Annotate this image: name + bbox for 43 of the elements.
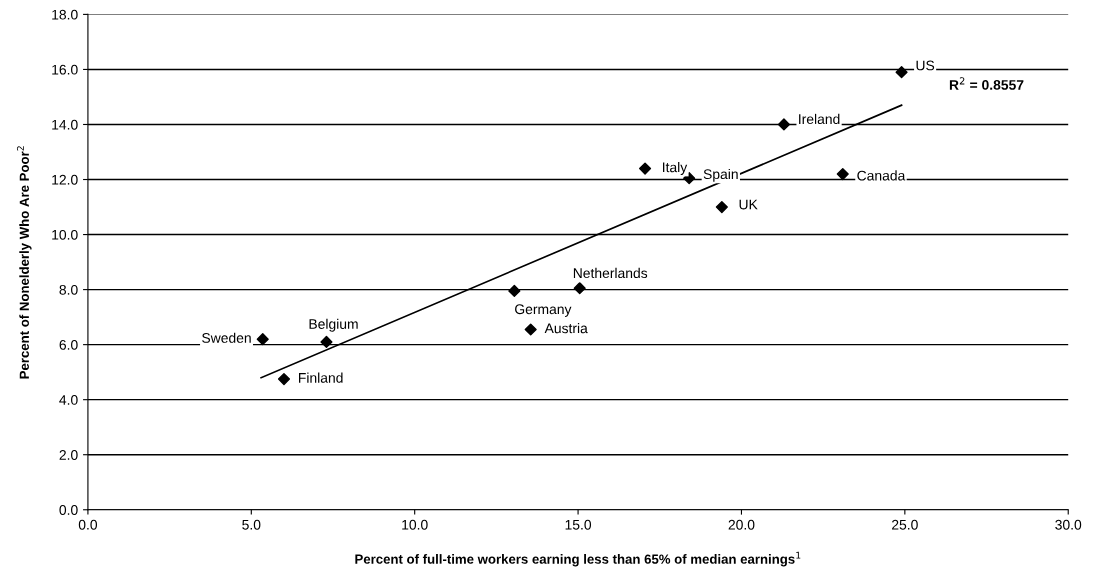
x-tick-label: 0.0: [78, 519, 98, 530]
annotation: Germany: [515, 304, 572, 317]
point: [573, 282, 586, 295]
y-tick-label: 0.0: [59, 505, 78, 515]
annotation: Netherlands: [573, 267, 648, 279]
annotation: Finland: [299, 372, 343, 383]
annotation: Canada: [857, 170, 906, 181]
y-tick-label: 8.0: [59, 284, 78, 295]
annotation: Belgium: [309, 318, 358, 332]
x-tick-label: 10.0: [402, 519, 428, 530]
point: [277, 372, 291, 386]
annotation: US: [916, 60, 935, 71]
y-tick-label: 12.0: [52, 174, 78, 185]
y-tick-label: 10.0: [52, 229, 78, 240]
annotation: R$^{2}$ = 0.8557: [949, 77, 1024, 90]
x-axis-title: Percent of full-time workers earning less than 65% of median earnings$^{1}$: [355, 551, 801, 567]
y-tick-label: 4.0: [59, 395, 78, 405]
point: [508, 284, 521, 298]
annotation: UK: [739, 199, 758, 210]
point: [836, 167, 849, 181]
y-tick-label: 6.0: [59, 339, 78, 350]
x-tick-label: 30.0: [1055, 519, 1082, 530]
x-tick-label: 15.0: [565, 519, 592, 530]
y-axis-title: Percent of Nonelderly Who Are Poor$^{2}$: [16, 146, 32, 379]
annotation: Italy: [663, 162, 688, 175]
y-tick-label: 18.0: [52, 9, 78, 20]
point: [638, 162, 652, 175]
annotation: Spain: [703, 168, 738, 182]
annotation: Sweden: [202, 332, 251, 343]
point: [256, 333, 269, 346]
x-tick-label: 25.0: [892, 519, 918, 530]
annotation: Ireland: [799, 113, 840, 125]
y-tick-label: 2.0: [59, 450, 78, 460]
point: [777, 118, 791, 131]
y-tick-label: 16.0: [52, 64, 78, 75]
point: [715, 200, 728, 214]
x-tick-label: 5.0: [242, 519, 261, 530]
x-tick-label: 20.0: [728, 519, 755, 530]
y-tick-label: 14.0: [52, 119, 78, 130]
point: [895, 66, 908, 79]
point: [320, 335, 333, 348]
annotation: Austria: [544, 323, 588, 334]
point: [524, 323, 537, 336]
